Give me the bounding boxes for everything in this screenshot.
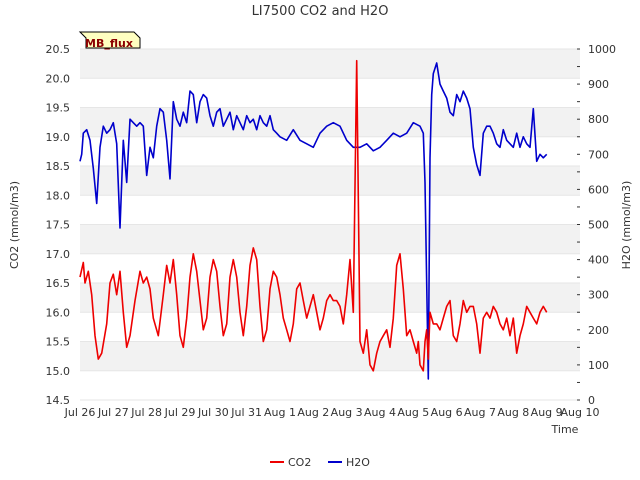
legend: CO2 H2O [270,456,370,469]
mb-flux-badge: MB_flux [78,31,141,50]
y-right-tick-label: 0 [588,394,595,407]
y-left-tick-label: 16.0 [46,306,71,319]
y-right-tick-label: 700 [588,148,609,161]
x-tick-label: Aug 7 [464,406,496,419]
y-right-tick-label: 300 [588,289,609,302]
grid-band [80,312,580,342]
x-tick-label: Aug 2 [297,406,329,419]
grid-band [80,224,580,254]
y-axis-left-title: CO2 (mmol/m3) [8,181,21,269]
y-right-tick-label: 600 [588,183,609,196]
grid-band [80,370,580,400]
y-axis-right-ticks: 0 100 200 300 400 500 600 700 800 900 1000 [577,43,616,407]
y-left-tick-label: 20.5 [46,43,71,56]
y-left-tick-label: 18.5 [46,160,71,173]
x-tick-label: Jul 29 [164,406,196,419]
grid-band [80,195,580,225]
x-tick-label: Jul 28 [130,406,162,419]
y-left-tick-label: 15.0 [46,365,71,378]
y-left-tick-label: 19.0 [46,131,71,144]
chart-title: LI7500 CO2 and H2O [252,4,389,19]
grid-band [80,166,580,196]
x-tick-label: Aug 1 [264,406,296,419]
series-line-co2 [79,59,548,372]
x-tick-label: Aug 4 [364,406,396,419]
y-left-tick-label: 17.5 [46,219,71,232]
grid-band [80,78,580,108]
x-tick-label: Aug 8 [497,406,529,419]
x-tick-label: Aug 5 [397,406,429,419]
series-h2o-group [79,62,548,380]
x-axis-title: Time [551,423,579,436]
y-left-tick-label: 20.0 [46,72,71,85]
x-tick-label: Aug 9 [531,406,563,419]
badge-box [78,31,141,49]
y-left-tick-label: 15.5 [46,336,71,349]
y-axis-right-title: H2O (mmol/m3) [620,181,633,270]
x-tick-label: Jul 31 [230,406,262,419]
legend-co2-label: CO2 [288,456,311,469]
badge-label: MB_flux [85,37,133,50]
y-axis-left-ticks: 14.5 15.0 15.5 16.0 16.5 17.0 17.5 18.0 18.5 19.0… [46,43,71,407]
grid-band [80,49,580,79]
x-tick-label: Aug 10 [561,406,600,419]
y-right-tick-label: 1000 [588,43,616,56]
series-line-h2o [79,62,548,380]
y-left-tick-label: 17.0 [46,248,71,261]
x-axis-ticks: Jul 26 Jul 27 Jul 28 Jul 29 Jul 30 Jul 31 Aug … [64,406,600,419]
x-tick-label: Aug 3 [331,406,363,419]
x-tick-label: Jul 26 [64,406,96,419]
x-tick-label: Jul 27 [97,406,129,419]
x-tick-label: Jul 30 [197,406,229,419]
grid-bands [80,48,580,401]
legend-h2o-label: H2O [346,456,370,469]
y-left-tick-label: 16.5 [46,277,71,290]
y-right-tick-label: 500 [588,219,609,232]
grid-band [80,107,580,137]
y-left-tick-label: 19.5 [46,102,71,115]
x-tick-label: Aug 6 [431,406,463,419]
y-right-tick-label: 800 [588,113,609,126]
y-right-tick-label: 900 [588,78,609,91]
y-right-tick-label: 200 [588,324,609,337]
y-right-tick-label: 100 [588,359,609,372]
grid-band [80,253,580,283]
grid-band [80,341,580,371]
y-left-tick-label: 14.5 [46,394,71,407]
series-co2-group [79,59,548,372]
y-right-tick-label: 400 [588,254,609,267]
grid-band [80,283,580,313]
y-left-tick-label: 18.0 [46,189,71,202]
